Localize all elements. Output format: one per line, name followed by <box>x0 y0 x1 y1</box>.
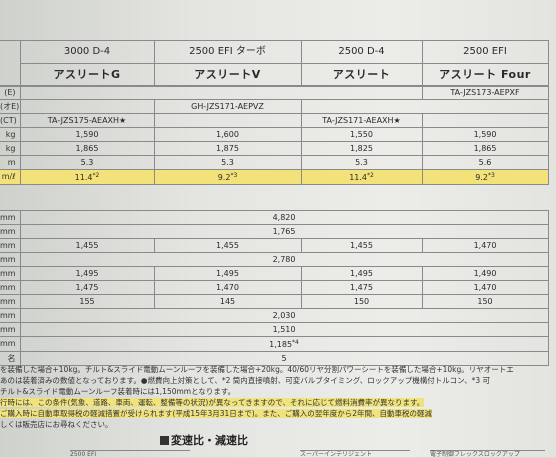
unit-label: mm <box>0 280 21 295</box>
clearance-cell: 155 <box>19 294 155 309</box>
height-cell: 1,470 <box>421 238 549 253</box>
height-cell: 1,455 <box>300 238 423 253</box>
note-line: しくは販売店にお尋ねください。 <box>0 420 113 429</box>
tread-rear-cell: 1,470 <box>421 280 549 295</box>
trim-athlete: アスリート <box>300 63 423 87</box>
spec-header-table: 3000 D-4 2500 EFI ターボ 2500 D-4 2500 EFI … <box>0 40 549 87</box>
gross-weight-cell: 1,865 <box>421 141 549 156</box>
note-line: あのは装着済みの数値となっております。●燃費向上対策として、*2 筒内直接噴射、… <box>0 376 491 385</box>
tread-front-cell: 1,495 <box>153 266 302 281</box>
weight-cell: 1,550 <box>300 127 423 142</box>
capacity-cell: 5 <box>19 351 549 366</box>
weight-cell: 1,590 <box>421 127 549 142</box>
fuel-cell: 9.2*3 <box>153 169 302 185</box>
unit-label: m/ℓ <box>0 169 21 185</box>
unit-label: mm <box>0 322 21 337</box>
clearance-cell: 145 <box>153 294 302 309</box>
note-line-highlight: ご購入時に自動車取得税の軽減措置が受けられます(平成15年3月31日まで)。また… <box>0 409 432 418</box>
row-label: (E) <box>0 85 21 100</box>
tread-rear-cell: 1,475 <box>19 280 155 295</box>
row-label: (オE) <box>0 99 21 114</box>
room-width-cell: 1,510 <box>19 322 549 337</box>
unit-label: mm <box>0 238 21 253</box>
note-line: チルト&スライド電動ムーンルーフ装着時には1,150mmとなります。 <box>0 387 236 396</box>
clearance-cell: 150 <box>300 294 423 309</box>
note-line: を装備した場合+10kg。チルト&スライド電動ムーンルーフを装備した場合+20k… <box>0 365 514 374</box>
row-label: (CT) <box>0 113 21 128</box>
unit-label: kg <box>0 141 21 156</box>
engine-four: 2500 EFI <box>421 40 549 64</box>
bottom-stub: スーパーインテリジェント <box>300 450 410 458</box>
unit-label: mm <box>0 308 21 323</box>
model-code-athlete: TA-JZS171-AEAXH★ <box>300 113 423 128</box>
unit-label: mm <box>0 224 21 239</box>
room-length-cell: 2,030 <box>19 308 549 323</box>
square-bullet-icon <box>160 436 169 445</box>
footnotes: を装備した場合+10kg。チルト&スライド電動ムーンルーフを装備した場合+20k… <box>0 364 545 430</box>
engine-g: 3000 D-4 <box>19 40 155 64</box>
note-line-highlight: 行時には、この条件(気象、道路、車両、運転、整備等の状況)が異なってきますので、… <box>0 398 425 407</box>
gross-weight-cell: 1,825 <box>300 141 423 156</box>
weight-cell: 1,590 <box>19 127 155 142</box>
weight-cell: 1,600 <box>153 127 302 142</box>
tread-front-cell: 1,495 <box>19 266 155 281</box>
clearance-cell: 150 <box>421 294 549 309</box>
unit-label: mm <box>0 294 21 309</box>
engine-athlete: 2500 D-4 <box>300 40 423 64</box>
unit-label: m <box>0 155 21 170</box>
model-code-g: TA-JZS175-AEAXH★ <box>19 113 155 128</box>
height-cell: 1,455 <box>153 238 302 253</box>
spec-weight-table: (E) TA-JZS173-AEPXF (オE) GH-JZS171-AEPVZ… <box>0 85 549 185</box>
trim-four: アスリート Four <box>421 63 549 87</box>
tread-front-cell: 1,495 <box>300 266 423 281</box>
trim-g: アスリートG <box>19 63 155 87</box>
tread-rear-cell: 1,470 <box>153 280 302 295</box>
room-height-cell: 1,185*4 <box>19 336 549 352</box>
length-cell: 4,820 <box>19 210 549 225</box>
unit-label: mm <box>0 336 21 352</box>
tread-rear-cell: 1,475 <box>300 280 423 295</box>
fuel-cell: 9.2*3 <box>421 169 549 185</box>
gross-weight-cell: 1,875 <box>153 141 302 156</box>
section-title: 変速比・減速比 <box>160 432 248 448</box>
width-cell: 1,765 <box>19 224 549 239</box>
turn-radius-cell: 5.3 <box>153 155 302 170</box>
bottom-stub: 電子制御フレックスロックアップ <box>430 450 545 458</box>
tread-front-cell: 1,490 <box>421 266 549 281</box>
height-cell: 1,455 <box>19 238 155 253</box>
turn-radius-cell: 5.3 <box>19 155 155 170</box>
wheelbase-cell: 2,780 <box>19 252 549 267</box>
unit-label: kg <box>0 127 21 142</box>
spec-dimensions-table: mm 4,820 mm 1,765 mm 1,455 1,455 1,455 1… <box>0 210 549 366</box>
unit-label: mm <box>0 252 21 267</box>
fuel-cell: 11.4*2 <box>19 169 155 185</box>
engine-v: 2500 EFI ターボ <box>153 40 302 64</box>
model-code-v: GH-JZS171-AEPVZ <box>153 99 302 114</box>
fuel-cell: 11.4*2 <box>300 169 423 185</box>
trim-v: アスリートV <box>153 63 302 87</box>
turn-radius-cell: 5.3 <box>300 155 423 170</box>
turn-radius-cell: 5.6 <box>421 155 549 170</box>
unit-label: mm <box>0 210 21 225</box>
bottom-stub: 2500 EFI <box>70 450 190 458</box>
unit-label: mm <box>0 266 21 281</box>
model-code-four: TA-JZS173-AEPXF <box>421 85 549 100</box>
gross-weight-cell: 1,865 <box>19 141 155 156</box>
